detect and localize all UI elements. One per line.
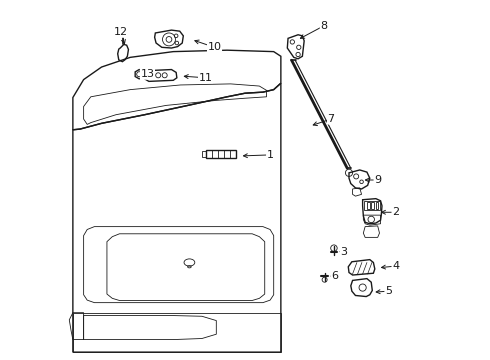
Text: 9: 9 (374, 175, 381, 185)
Circle shape (345, 169, 353, 176)
Text: 2: 2 (392, 207, 399, 217)
Text: 4: 4 (392, 261, 399, 271)
Text: 6: 6 (331, 271, 338, 281)
Text: 11: 11 (198, 73, 213, 83)
Bar (202, 150, 205, 157)
Text: 1: 1 (267, 150, 273, 160)
Bar (371, 202, 374, 209)
Text: 8: 8 (320, 21, 327, 31)
Bar (367, 202, 370, 209)
Text: 7: 7 (327, 114, 335, 124)
Text: 13: 13 (141, 69, 154, 79)
Text: 12: 12 (114, 27, 128, 37)
Bar (205, 149, 236, 158)
Bar (375, 202, 378, 209)
Bar (364, 201, 380, 210)
Text: 10: 10 (208, 42, 221, 52)
Text: 5: 5 (385, 286, 392, 296)
Text: 3: 3 (340, 247, 347, 257)
